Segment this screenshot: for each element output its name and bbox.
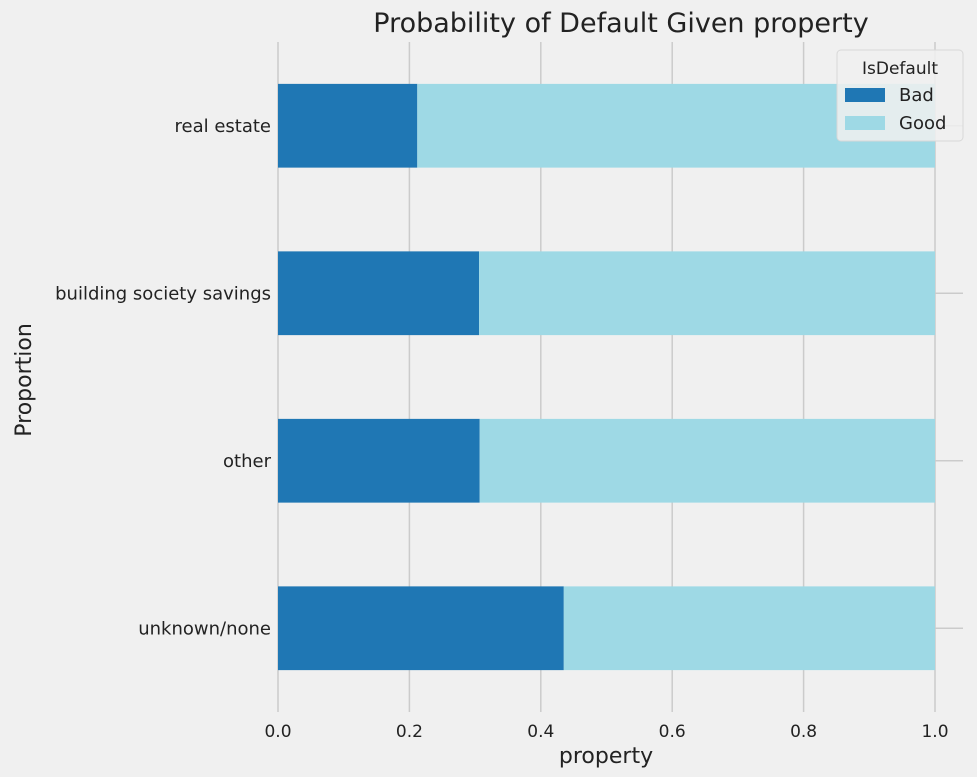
legend: IsDefault Bad Good (836, 49, 964, 142)
legend-label: Bad (899, 85, 934, 106)
bar-good (479, 418, 935, 503)
bar-good (479, 251, 935, 336)
y-tick-label: real estate (174, 116, 271, 137)
bars (278, 83, 935, 671)
x-tick-label: 0.4 (527, 722, 554, 742)
x-axis-label: property (559, 744, 653, 769)
legend-swatch (845, 88, 885, 102)
chart-title: Probability of Default Given property (373, 8, 868, 39)
x-tick-label: 0.0 (264, 722, 291, 742)
x-tick-label: 0.6 (659, 722, 686, 742)
bar-bad (278, 586, 564, 671)
y-tick-label: unknown/none (138, 618, 271, 639)
x-tick-label: 1.0 (921, 722, 948, 742)
tick-labels: 0.0 0.2 0.4 0.6 0.8 1.0 real estate building so… (55, 116, 948, 742)
y-axis-label: Proportion (12, 323, 37, 437)
x-tick-label: 0.8 (790, 722, 817, 742)
bar-bad (278, 418, 480, 503)
legend-swatch (845, 116, 885, 130)
bar-good (563, 586, 935, 671)
legend-title: IsDefault (862, 59, 938, 79)
legend-label: Good (899, 113, 946, 134)
x-tick-label: 0.2 (396, 722, 423, 742)
bar-bad (278, 83, 418, 168)
bar-bad (278, 251, 480, 336)
y-tick-label: other (223, 451, 272, 472)
y-tick-label: building society savings (55, 283, 271, 304)
